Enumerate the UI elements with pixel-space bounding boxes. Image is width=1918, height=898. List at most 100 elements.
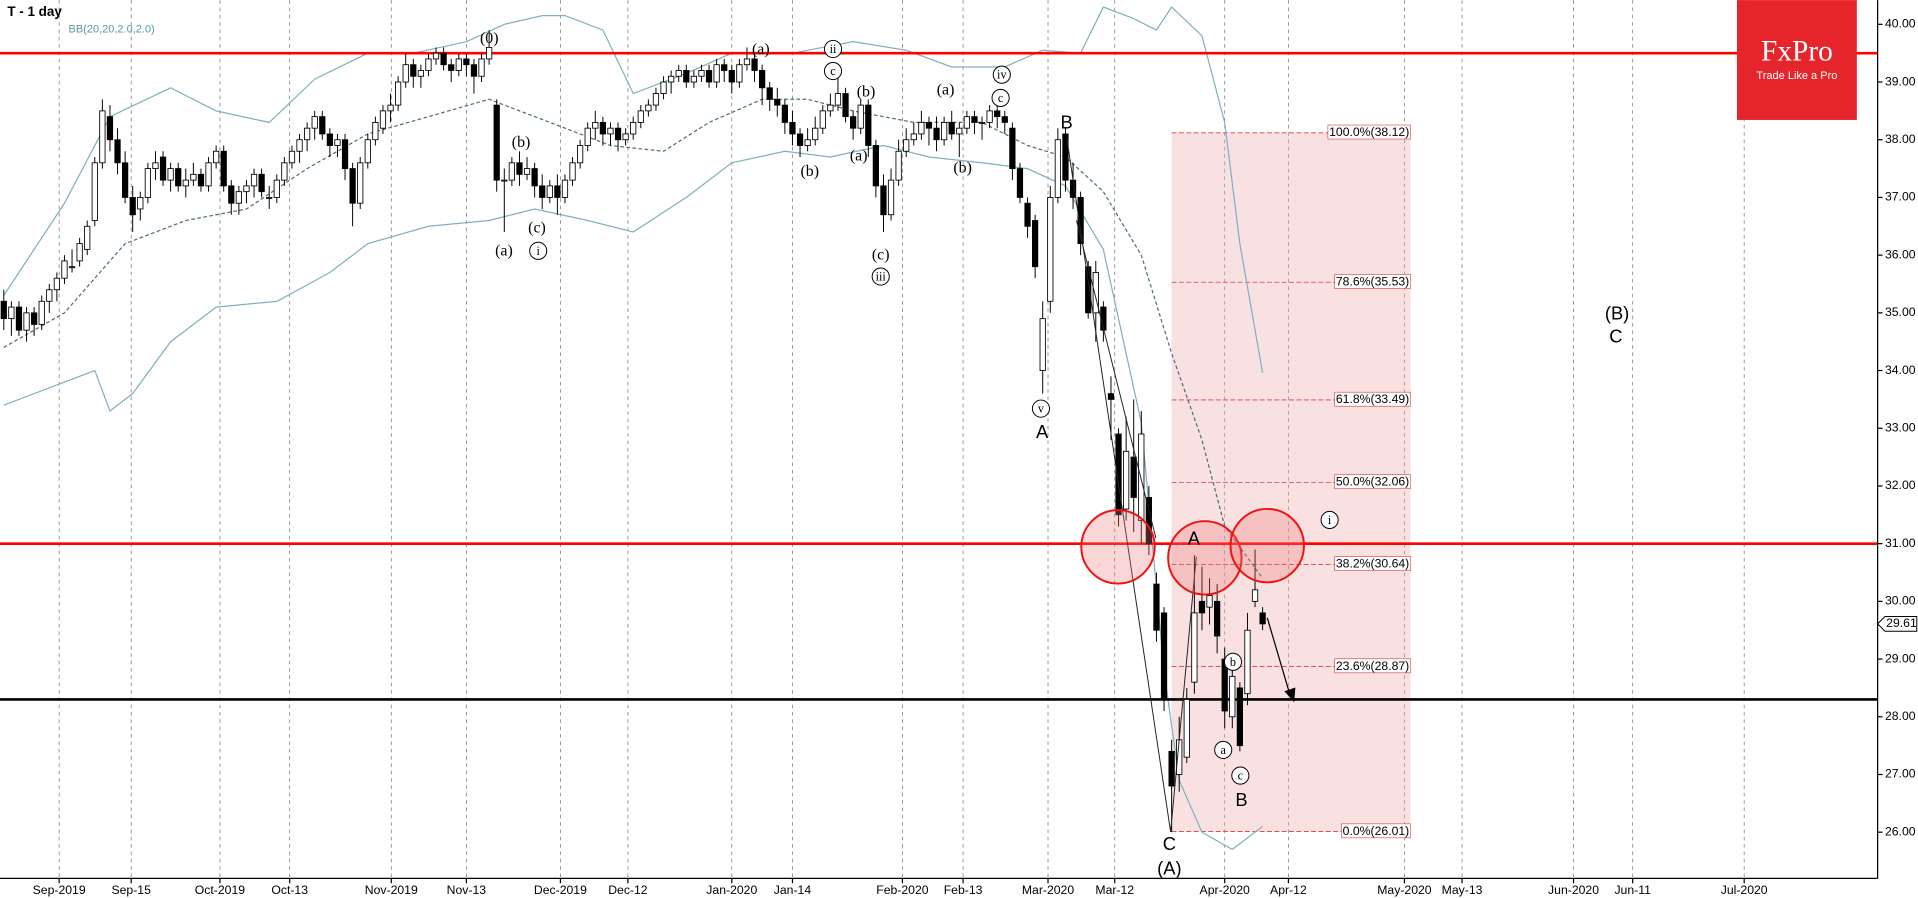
candle-body: [994, 110, 1001, 118]
candle-body: [652, 93, 660, 106]
band-line: [3, 6, 1264, 373]
candle-body: [31, 312, 38, 325]
candle-body: [38, 300, 45, 325]
x-tick-label: Oct-2019: [195, 883, 245, 897]
chart-title: T - 1 day: [7, 4, 62, 19]
candle-body: [167, 168, 174, 181]
forecast-arrow: [1266, 617, 1290, 693]
candle-body: [501, 179, 508, 182]
x-tick-label: Jan-2020: [706, 883, 757, 897]
candle-body: [1198, 600, 1206, 614]
candle-body: [577, 145, 584, 164]
indicator-label: BB(20,20,2.0,2.0): [69, 23, 155, 35]
candle-body: [880, 185, 887, 216]
annotation-circle: [1231, 766, 1250, 785]
candle-body: [425, 58, 432, 71]
candle-body: [554, 185, 561, 198]
candle-body: [1229, 675, 1236, 718]
fib-label-box: [1334, 556, 1411, 571]
x-tick-label: Jul-2020: [1721, 883, 1768, 897]
candle-body: [721, 64, 728, 71]
candle-body: [364, 139, 371, 164]
logo-brand: FxPro: [1761, 36, 1833, 68]
candle-body: [0, 300, 7, 320]
x-tick-label: Mar-12: [1095, 883, 1134, 897]
candle-body: [1183, 699, 1190, 758]
x-tick-label: Jun-11: [1614, 883, 1651, 897]
candle-body: [1039, 318, 1046, 371]
fib-label: 23.6%(28.87): [1336, 659, 1409, 673]
x-tick-label: Nov-13: [447, 883, 487, 897]
candle-body: [796, 133, 804, 146]
candle-body: [1138, 433, 1145, 522]
x-tick-label: Feb-2020: [876, 883, 929, 897]
band-line: [3, 98, 1264, 579]
wave-label: A: [1188, 527, 1201, 548]
candle-body: [910, 133, 917, 141]
logo-tagline: Trade Like a Pro: [1756, 70, 1837, 82]
candle-body: [235, 191, 242, 204]
candle-body: [607, 127, 614, 135]
wave-label: (b): [512, 134, 531, 151]
candle-body: [159, 156, 167, 181]
fib-label: 0.0%(26.01): [1343, 824, 1410, 838]
wave-label: (c): [872, 246, 890, 263]
candle-body: [1168, 750, 1175, 787]
candle-body: [440, 52, 447, 66]
candle-body: [372, 121, 379, 141]
y-tick-label: 39.00: [1885, 74, 1916, 88]
drawings: [1066, 137, 1305, 832]
candle-body: [1009, 127, 1016, 170]
candle-body: [903, 139, 910, 152]
wave-label: c: [830, 64, 836, 78]
candle-body: [68, 266, 76, 269]
candle-body: [144, 168, 151, 198]
candle-body: [675, 70, 682, 77]
candle-body: [341, 139, 349, 170]
x-tick-label: May-13: [1442, 883, 1483, 897]
annotation-circle: [1214, 740, 1233, 759]
candle-body: [1001, 116, 1008, 123]
wave-label: (b): [801, 163, 820, 180]
candle-body: [205, 162, 212, 187]
candle-body: [23, 312, 30, 331]
x-tick-label: Feb-13: [944, 883, 983, 897]
fib-label: 38.2%(30.64): [1336, 557, 1409, 571]
candle-body: [478, 58, 485, 77]
candle-body: [1047, 197, 1054, 302]
annotation-circle: [991, 88, 1010, 107]
candle-body: [865, 104, 872, 146]
candle-body: [250, 173, 258, 187]
candle-body: [190, 173, 197, 181]
candle-body: [637, 110, 644, 123]
candle-body: [493, 104, 500, 181]
logo-box: [1736, 0, 1857, 120]
candle-body: [1054, 139, 1061, 198]
wave-label: (c): [528, 219, 546, 236]
wave-label: (b): [857, 84, 876, 101]
y-tick-label: 38.00: [1885, 132, 1916, 146]
candle-body: [963, 116, 970, 129]
candle-body: [137, 197, 144, 210]
wave-label: (b): [953, 160, 972, 177]
forecast-arrow-head: [1284, 687, 1296, 703]
candle-body: [84, 225, 91, 250]
candle-body: [569, 162, 576, 181]
wave-label: c: [1238, 769, 1244, 783]
y-tick-label: 34.00: [1885, 363, 1916, 377]
candle-body: [705, 70, 713, 83]
candle-body: [15, 306, 23, 331]
candle-body: [1107, 393, 1115, 400]
candle-body: [713, 64, 720, 83]
candle-body: [319, 116, 326, 135]
candle-body: [402, 64, 409, 83]
candle-body: [357, 162, 364, 204]
candle-body: [349, 168, 356, 204]
candle-body: [311, 116, 318, 129]
candle-body: [774, 98, 781, 106]
y-tick-label: 40.00: [1885, 17, 1916, 31]
brand-logo: FxPro Trade Like a Pro: [1736, 0, 1857, 120]
fib-label: 50.0%(32.06): [1336, 475, 1409, 489]
candle-body: [1206, 595, 1213, 608]
